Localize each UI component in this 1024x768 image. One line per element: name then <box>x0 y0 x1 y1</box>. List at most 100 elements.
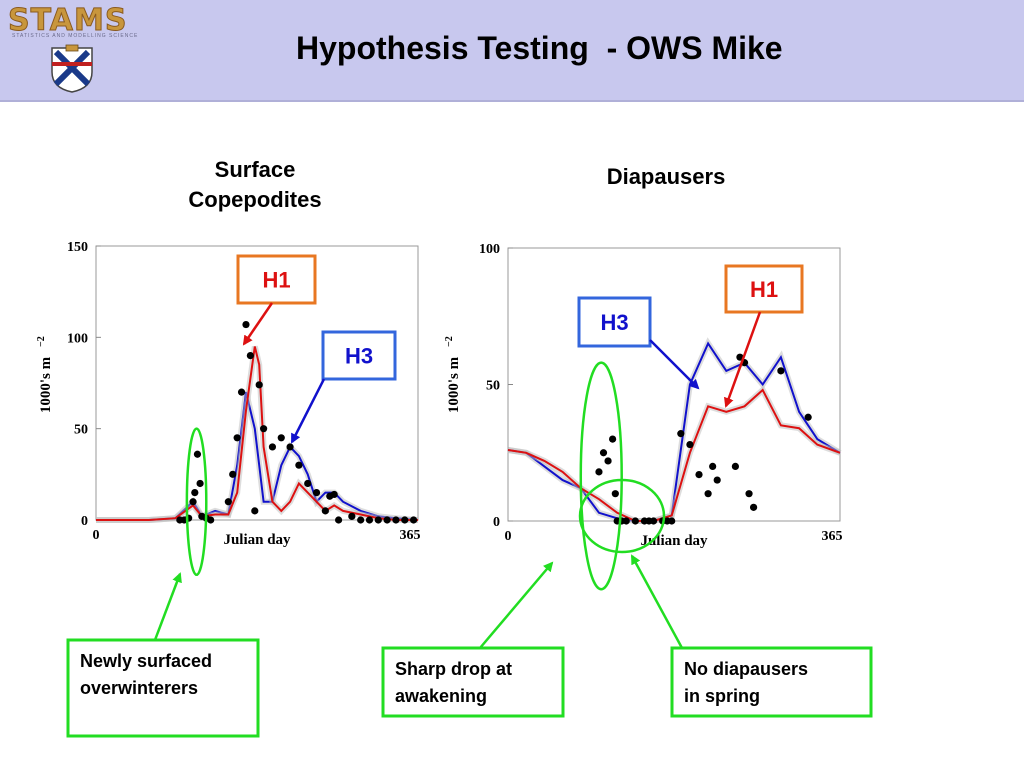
observation-point <box>731 462 739 470</box>
plot-frame <box>95 245 419 521</box>
observation-point <box>374 516 382 524</box>
y-tick-label: 150 <box>67 240 88 255</box>
callout-sharp-drop: Sharp drop at awakening <box>381 646 565 718</box>
observation-point <box>604 457 612 465</box>
callout-text-line: No diapausers <box>684 659 808 679</box>
callout-text-line: in spring <box>684 686 760 706</box>
x-tick-label: 365 <box>400 528 421 543</box>
callout-text-line: Newly surfaced <box>80 651 212 671</box>
callout-frame <box>381 646 565 718</box>
x-tick-label: 0 <box>93 528 100 543</box>
right-panel-title: Diapausers <box>606 164 726 189</box>
observation-point <box>196 479 204 488</box>
observation-point <box>631 517 639 525</box>
series-h1-line <box>507 388 841 522</box>
observation-point <box>237 388 246 396</box>
observation-point <box>242 320 250 329</box>
observation-point <box>777 367 785 375</box>
y-tick-label: 100 <box>479 242 500 257</box>
label-box-text: H1 <box>750 277 778 302</box>
annotation-ellipse <box>579 361 623 591</box>
observation-point <box>704 490 712 498</box>
h1-label-box-left: H1 <box>236 254 317 305</box>
series-h3-line <box>507 341 841 522</box>
observation-point <box>677 430 685 438</box>
label-box-frame <box>321 330 397 381</box>
observation-point <box>401 516 409 524</box>
observation-point <box>695 470 703 479</box>
slide-header: STAMS STATISTICS AND MODELLING SCIENCE H… <box>0 0 1024 102</box>
y-axis-label-text: 1000's m <box>38 356 54 413</box>
h3-label-box-right: H3 <box>577 296 652 348</box>
left-panel-title-line2: Copepodites <box>188 187 322 212</box>
observation-point <box>686 440 694 449</box>
observation-point <box>749 503 758 511</box>
label-box-text: H1 <box>262 268 290 293</box>
observation-point <box>251 507 259 515</box>
observation-point <box>804 413 812 421</box>
observation-point <box>599 449 608 457</box>
pointer-arrow <box>479 561 554 649</box>
observation-point <box>392 516 400 524</box>
callout-frame <box>670 646 873 718</box>
observation-point <box>409 516 418 524</box>
y-tick-label: 0 <box>81 514 88 529</box>
observation-point <box>191 489 199 497</box>
pointer-arrow <box>630 554 684 649</box>
observation-point <box>649 517 658 525</box>
observation-point <box>255 381 263 389</box>
y-tick-label: 0 <box>493 515 500 530</box>
pointer-arrow <box>242 302 274 346</box>
observation-point <box>348 512 356 520</box>
stams-logo-subtext: STATISTICS AND MODELLING SCIENCE <box>12 33 139 39</box>
y-axis-label-text: 1000's m <box>446 356 462 413</box>
observation-point <box>365 516 374 524</box>
callout-text-line: awakening <box>395 686 487 706</box>
y-axis-label: 1000's m −2 <box>444 336 462 413</box>
observation-point <box>383 516 391 524</box>
observation-point <box>207 516 215 524</box>
callout-newly-surfaced: Newly surfaced overwinterers <box>66 638 260 738</box>
label-box-text: H3 <box>600 310 628 335</box>
observation-point <box>229 470 237 478</box>
label-box-frame <box>236 254 317 305</box>
observation-point <box>709 462 717 470</box>
observation-point <box>357 516 365 524</box>
observation-point <box>260 425 268 433</box>
pointer-arrow <box>724 311 762 408</box>
y-axis-label-exponent: −2 <box>444 336 455 347</box>
observation-point <box>321 507 329 515</box>
observation-point <box>668 517 676 525</box>
pointer-arrow <box>649 339 700 390</box>
observation-point <box>295 461 303 469</box>
label-box-text: H3 <box>345 344 373 369</box>
annotation-ellipse-spring <box>578 478 666 554</box>
observation-point <box>713 476 721 484</box>
y-axis-label-exponent: −2 <box>36 336 47 347</box>
observation-point <box>335 516 343 524</box>
observation-point <box>312 489 321 497</box>
university-crest-icon <box>51 44 93 93</box>
label-box-frame <box>577 296 652 348</box>
y-tick-label: 50 <box>74 423 88 438</box>
observation-point <box>277 434 285 442</box>
chart-surface-copepodites: 0 50 100 150 0 365 Julian day 1000's m −2 <box>36 240 421 548</box>
observation-point <box>745 490 753 498</box>
pointer-arrow <box>153 572 182 641</box>
observation-point <box>268 443 277 451</box>
series-h3-band <box>96 391 419 523</box>
y-axis-label: 1000's m −2 <box>36 336 54 413</box>
y-tick-label: 100 <box>67 331 88 346</box>
callout-text-line: Sharp drop at <box>395 659 512 679</box>
stams-logo: STAMS <box>7 3 128 38</box>
annotation-ellipse <box>185 427 208 577</box>
page-title: Hypothesis Testing - OWS Mike <box>296 30 783 66</box>
callout-no-diapausers: No diapausers in spring <box>670 646 873 718</box>
x-tick-label: 0 <box>505 529 512 544</box>
observation-point <box>286 443 294 451</box>
observation-point <box>224 498 232 506</box>
series-h1-band <box>507 385 842 524</box>
observation-point <box>193 450 202 458</box>
left-panel-title: Surface Copepodites <box>150 155 360 215</box>
